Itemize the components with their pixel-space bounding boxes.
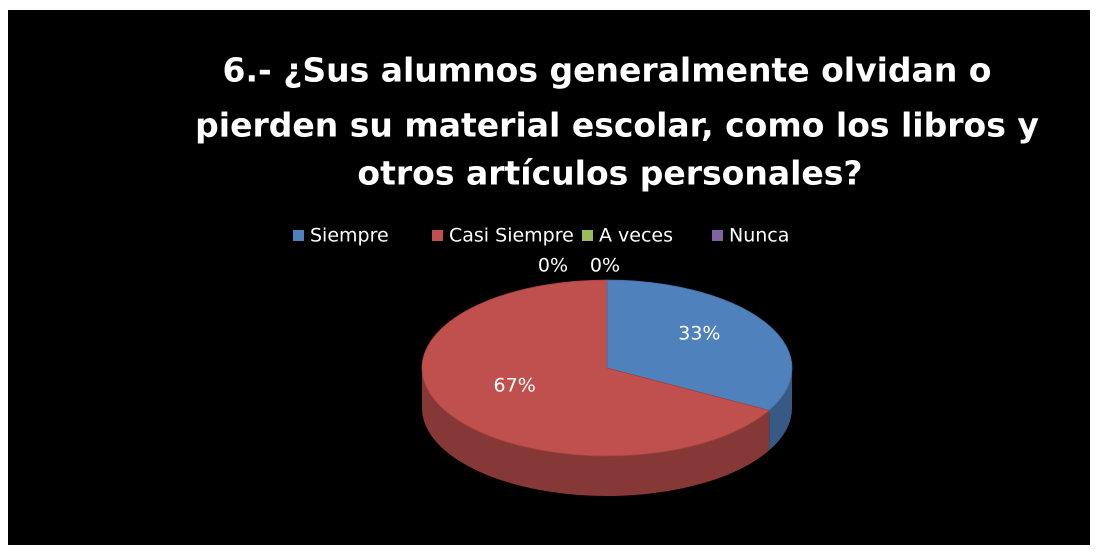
legend-label: Siempre bbox=[310, 225, 389, 247]
value-label: 0% bbox=[538, 255, 568, 277]
legend-label: A veces bbox=[599, 225, 673, 247]
pie-slice bbox=[606, 279, 793, 411]
legend-swatch bbox=[432, 230, 443, 241]
pie-slice bbox=[421, 279, 770, 457]
legend-swatch bbox=[293, 230, 304, 241]
chart-title: pierden su material escolar, como los li… bbox=[195, 106, 1039, 145]
chart-title: 6.- ¿Sus alumnos generalmente olvidan o bbox=[223, 51, 992, 90]
pie-side bbox=[769, 368, 792, 451]
value-label: 33% bbox=[678, 323, 720, 345]
legend-label: Nunca bbox=[729, 225, 789, 247]
chart-title: otros artículos personales? bbox=[357, 154, 862, 193]
legend-swatch bbox=[712, 230, 723, 241]
legend-swatch bbox=[582, 230, 593, 241]
value-label: 0% bbox=[590, 255, 620, 277]
legend-label: Casi Siempre bbox=[449, 225, 574, 247]
value-label: 67% bbox=[494, 374, 536, 396]
pie-side bbox=[422, 368, 770, 497]
